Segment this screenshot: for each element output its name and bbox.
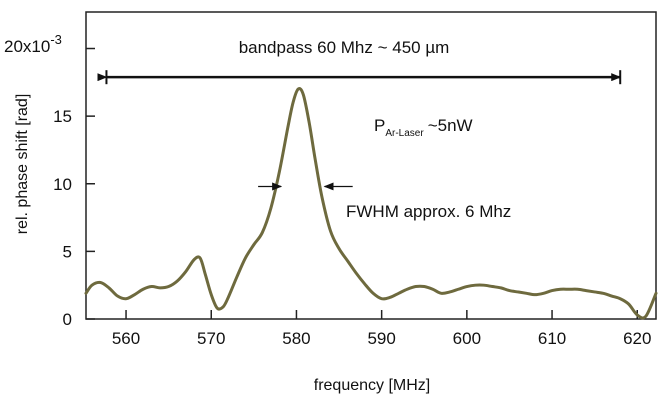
- fwhm-annotation: FWHM approx. 6 Mhz: [346, 202, 511, 221]
- y-multiplier-label: 20x10-3: [4, 32, 62, 56]
- x-tick-label: 570: [197, 329, 225, 348]
- x-tick-label: 590: [367, 329, 395, 348]
- y-axis-label: rel. phase shift [rad]: [14, 94, 31, 235]
- x-tick-label: 620: [623, 329, 651, 348]
- y-tick-label: 0: [63, 310, 72, 329]
- y-tick-label: 5: [63, 242, 72, 261]
- bandpass-annotation: bandpass 60 Mhz ~ 450 µm: [239, 38, 450, 57]
- y-tick-label: 15: [53, 107, 72, 126]
- y-tick-label: 10: [53, 175, 72, 194]
- power-annotation: PAr-Laser ~5nW: [374, 116, 473, 139]
- phase-shift-line: [84, 87, 658, 320]
- x-axis-label: frequency [MHz]: [314, 377, 430, 394]
- x-tick-label: 580: [282, 329, 310, 348]
- x-tick-label: 560: [112, 329, 140, 348]
- x-tick-label: 610: [538, 329, 566, 348]
- x-ticks: 560 570 580 590 600 610 620: [112, 310, 651, 348]
- x-tick-label: 600: [453, 329, 481, 348]
- y-ticks: 0 5 10 15: [53, 47, 95, 329]
- plot-frame: [85, 11, 657, 320]
